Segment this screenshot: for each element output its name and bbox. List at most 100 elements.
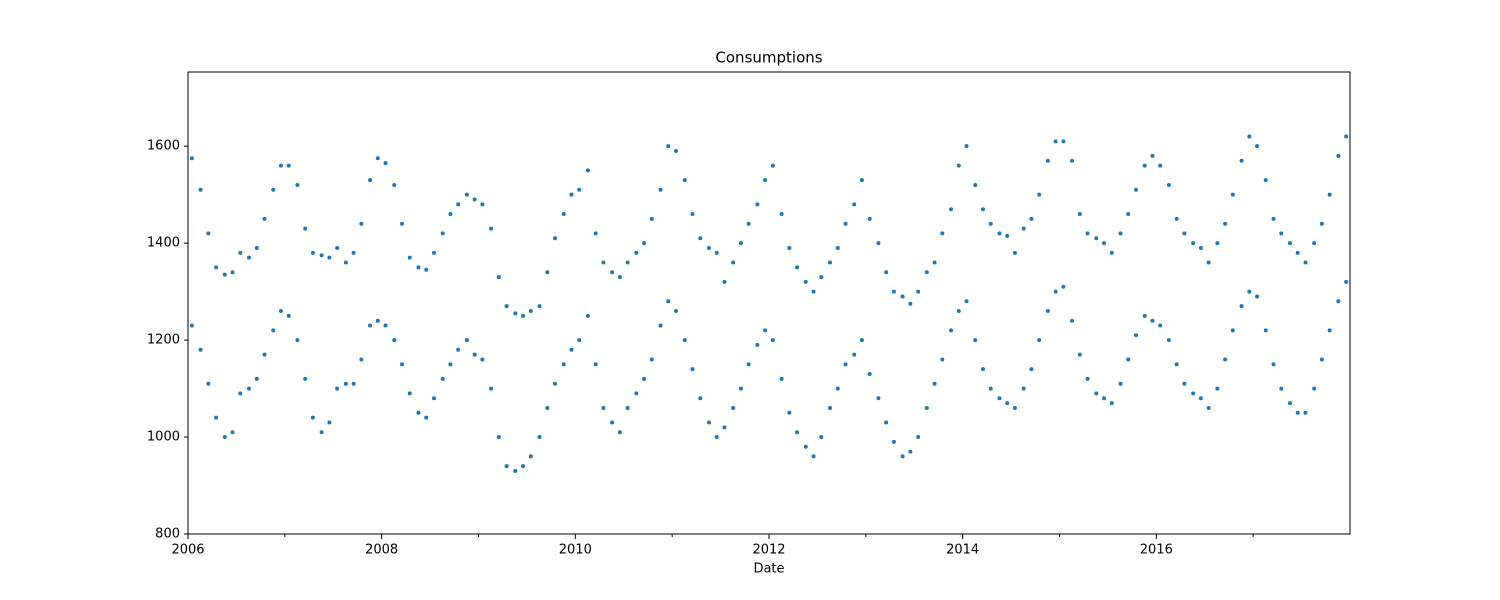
point bbox=[981, 207, 986, 212]
point bbox=[1077, 352, 1082, 357]
point bbox=[198, 187, 203, 192]
point bbox=[811, 454, 816, 459]
plot-frame bbox=[187, 71, 1351, 535]
point bbox=[1109, 250, 1114, 255]
point bbox=[738, 241, 743, 246]
point bbox=[383, 161, 388, 166]
point bbox=[755, 202, 760, 207]
point bbox=[1271, 216, 1276, 221]
point bbox=[1061, 284, 1066, 289]
point bbox=[1287, 241, 1292, 246]
point bbox=[828, 405, 833, 410]
point bbox=[286, 313, 291, 318]
point bbox=[1191, 391, 1196, 396]
point bbox=[819, 275, 824, 280]
point bbox=[731, 405, 736, 410]
point bbox=[368, 323, 373, 328]
point bbox=[867, 372, 872, 377]
point bbox=[916, 435, 921, 440]
y-tick-label: 1200 bbox=[147, 333, 180, 348]
point bbox=[625, 405, 630, 410]
point bbox=[271, 328, 276, 333]
point bbox=[1142, 163, 1147, 168]
y-tick-label: 1400 bbox=[147, 236, 180, 251]
point bbox=[1045, 308, 1050, 313]
point bbox=[1053, 289, 1058, 294]
point bbox=[1215, 386, 1220, 391]
point bbox=[1166, 338, 1171, 343]
point bbox=[666, 299, 671, 304]
point bbox=[343, 381, 348, 386]
point bbox=[489, 226, 494, 231]
point bbox=[1005, 233, 1010, 238]
point bbox=[787, 410, 792, 415]
point bbox=[1263, 178, 1268, 183]
point bbox=[682, 178, 687, 183]
point bbox=[706, 420, 711, 425]
point bbox=[254, 376, 259, 381]
point bbox=[763, 178, 768, 183]
point bbox=[1255, 294, 1260, 299]
chart-title: Consumptions bbox=[715, 49, 822, 67]
point bbox=[1166, 182, 1171, 187]
point bbox=[1029, 216, 1034, 221]
point bbox=[416, 265, 421, 270]
point bbox=[924, 405, 929, 410]
point bbox=[1263, 328, 1268, 333]
point bbox=[238, 250, 243, 255]
point bbox=[1174, 216, 1179, 221]
point bbox=[577, 338, 582, 343]
point bbox=[617, 275, 622, 280]
point bbox=[206, 381, 211, 386]
point bbox=[859, 338, 864, 343]
point bbox=[843, 362, 848, 367]
point bbox=[1303, 260, 1308, 265]
point bbox=[368, 178, 373, 183]
point bbox=[230, 270, 235, 275]
point bbox=[1037, 338, 1042, 343]
point bbox=[1295, 410, 1300, 415]
point bbox=[1287, 401, 1292, 406]
point bbox=[310, 250, 315, 255]
point bbox=[319, 253, 324, 258]
point bbox=[521, 313, 526, 318]
point bbox=[634, 391, 639, 396]
point bbox=[908, 301, 913, 306]
point bbox=[456, 202, 461, 207]
point bbox=[1215, 241, 1220, 246]
point bbox=[828, 260, 833, 265]
point bbox=[891, 289, 896, 294]
point bbox=[431, 396, 436, 401]
point bbox=[1239, 304, 1244, 309]
point bbox=[262, 352, 267, 357]
point bbox=[932, 260, 937, 265]
point bbox=[335, 386, 340, 391]
point bbox=[1271, 362, 1276, 367]
point bbox=[407, 391, 412, 396]
point bbox=[375, 156, 380, 161]
point bbox=[787, 245, 792, 250]
point bbox=[537, 435, 542, 440]
point bbox=[1198, 245, 1203, 250]
point bbox=[610, 420, 615, 425]
point bbox=[617, 430, 622, 435]
point bbox=[988, 386, 993, 391]
point bbox=[1118, 231, 1123, 236]
point bbox=[964, 299, 969, 304]
point bbox=[843, 221, 848, 226]
point bbox=[746, 362, 751, 367]
point bbox=[496, 275, 501, 280]
point bbox=[1053, 139, 1058, 144]
point bbox=[610, 270, 615, 275]
point bbox=[431, 250, 436, 255]
point bbox=[1319, 357, 1324, 362]
point bbox=[303, 376, 308, 381]
point bbox=[295, 182, 300, 187]
point bbox=[424, 415, 429, 420]
point bbox=[1142, 313, 1147, 318]
point bbox=[407, 255, 412, 260]
point bbox=[964, 144, 969, 149]
point bbox=[658, 187, 663, 192]
point bbox=[1279, 386, 1284, 391]
point bbox=[351, 381, 356, 386]
